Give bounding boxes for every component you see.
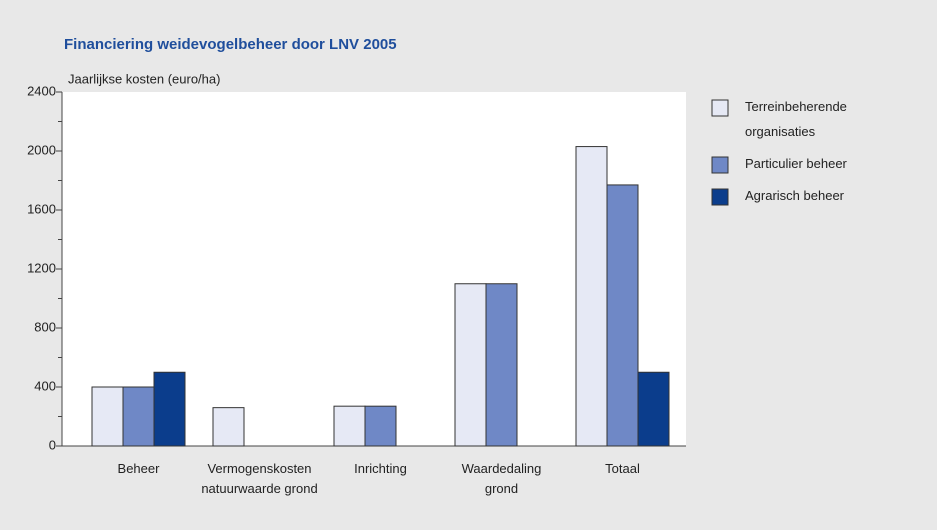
y-tick-label: 1600: [27, 201, 56, 216]
bar: [333, 405, 366, 447]
bar: [606, 184, 639, 447]
bar: [212, 407, 245, 447]
legend-swatch: [711, 188, 729, 206]
legend-label: Agrarisch beheer: [745, 188, 845, 203]
x-tick-label: Totaal: [605, 461, 640, 476]
x-tick-label: Waardedaling grond: [462, 461, 542, 496]
y-tick-label: 1200: [27, 260, 56, 275]
x-tick-label-line: Inrichting: [354, 461, 407, 476]
x-tick-label: Beheer: [118, 461, 161, 476]
x-tick-label-line: Vermogenskosten: [207, 461, 311, 476]
bar: [454, 283, 487, 447]
x-tick-label-line: natuurwaarde grond: [201, 481, 317, 496]
bar: [91, 386, 124, 447]
legend-label-line: organisaties: [745, 124, 816, 139]
y-tick-label: 2000: [27, 142, 56, 157]
y-tick-label: 2400: [27, 83, 56, 98]
legend-swatch: [711, 99, 729, 117]
y-tick-label: 0: [49, 437, 56, 452]
legend-label-line: Terreinbeherende: [745, 99, 847, 114]
x-tick-label: Inrichting: [354, 461, 407, 476]
bar: [637, 371, 670, 447]
x-tick-label-line: Totaal: [605, 461, 640, 476]
x-tick-label-line: grond: [485, 481, 518, 496]
legend-label-line: Agrarisch beheer: [745, 188, 845, 203]
bar: [153, 371, 186, 447]
y-axis-label: Jaarlijkse kosten (euro/ha): [68, 71, 220, 86]
legend-label-line: Particulier beheer: [745, 156, 848, 171]
bar: [575, 146, 608, 447]
bar: [364, 405, 397, 447]
y-tick-label: 400: [34, 378, 56, 393]
x-tick-label: Vermogenskosten natuurwaarde grond: [201, 461, 317, 496]
bar: [485, 283, 518, 447]
legend-label: Particulier beheer: [745, 156, 848, 171]
x-tick-label-line: Waardedaling: [462, 461, 542, 476]
bar: [122, 386, 155, 447]
x-tick-label-line: Beheer: [118, 461, 161, 476]
chart-title: Financiering weidevogelbeheer door LNV 2…: [64, 36, 397, 53]
legend-swatch: [711, 156, 729, 174]
y-tick-label: 800: [34, 319, 56, 334]
legend-label: Terreinbeherende organisaties: [745, 99, 847, 139]
